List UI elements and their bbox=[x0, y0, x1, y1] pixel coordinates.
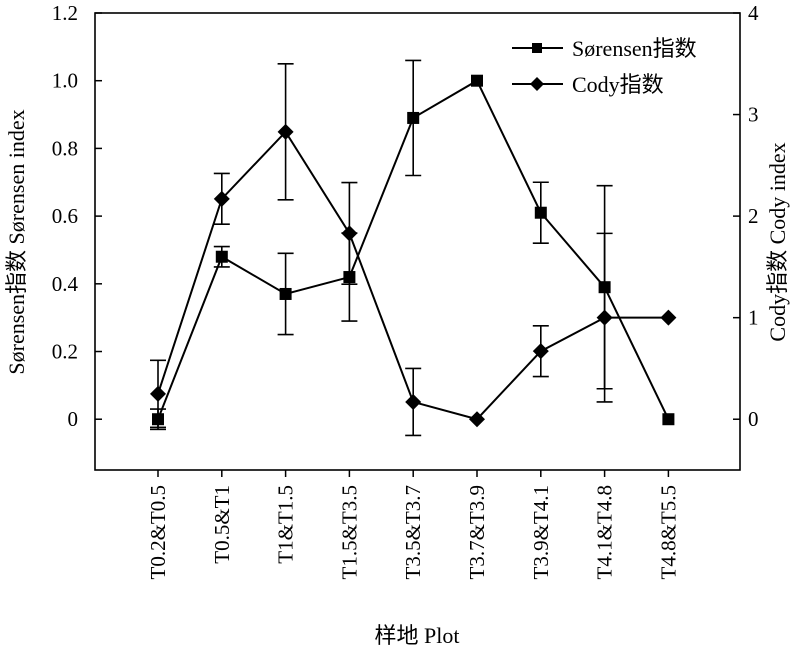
left-tick-label: 0 bbox=[68, 407, 79, 431]
x-axis-label: 样地 Plot bbox=[375, 623, 460, 648]
x-tick-label: T1&T1.5 bbox=[274, 485, 298, 564]
x-tick-label: T1.5&T3.5 bbox=[337, 485, 361, 580]
point-cody bbox=[532, 343, 549, 360]
x-tick-label: T3.9&T4.1 bbox=[529, 485, 553, 580]
left-axis: 0 0.2 0.4 0.6 0.8 1.0 1.2 bbox=[52, 1, 102, 431]
right-axis-label: Cody指数 Cody index bbox=[765, 142, 790, 341]
legend-marker-diamond bbox=[530, 77, 544, 91]
right-tick-label: 1 bbox=[748, 306, 759, 330]
point-sorensen bbox=[407, 111, 420, 124]
right-tick-label: 4 bbox=[748, 1, 759, 25]
point-cody bbox=[660, 309, 677, 326]
legend: Sørensen指数 Cody指数 bbox=[512, 36, 697, 97]
point-sorensen bbox=[215, 250, 228, 263]
x-axis: T0.2&T0.5 T0.5&T1 T1&T1.5 T1.5&T3.5 T3.5&T3.… bbox=[146, 470, 680, 580]
series-layer bbox=[150, 59, 677, 437]
x-tick-label: T0.5&T1 bbox=[210, 485, 234, 564]
left-tick-label: 1.2 bbox=[52, 1, 78, 25]
right-tick-label: 0 bbox=[748, 407, 759, 431]
left-tick-label: 1.0 bbox=[52, 69, 78, 93]
x-tick-label: T3.5&T3.7 bbox=[401, 485, 425, 580]
point-sorensen bbox=[662, 413, 675, 426]
point-cody bbox=[405, 393, 422, 410]
legend-marker-square bbox=[532, 43, 542, 53]
point-cody bbox=[213, 190, 230, 207]
left-tick-label: 0.6 bbox=[52, 204, 78, 228]
right-tick-label: 2 bbox=[748, 204, 759, 228]
point-sorensen bbox=[279, 287, 292, 300]
x-tick-label: T4.1&T4.8 bbox=[593, 485, 617, 580]
left-axis-label: Sørensen指数 Sørensen index bbox=[4, 109, 29, 374]
legend-label-cody: Cody指数 bbox=[572, 72, 664, 97]
x-tick-label: T4.8&T5.5 bbox=[656, 485, 680, 580]
point-cody bbox=[469, 411, 485, 428]
x-tick-label: T0.2&T0.5 bbox=[146, 485, 170, 580]
left-tick-label: 0.4 bbox=[52, 272, 79, 296]
point-cody bbox=[150, 385, 166, 402]
legend-label-sorensen: Sørensen指数 bbox=[572, 36, 697, 61]
point-cody bbox=[341, 225, 358, 242]
left-tick-label: 0.2 bbox=[52, 340, 78, 364]
point-cody bbox=[596, 309, 613, 326]
right-tick-label: 3 bbox=[748, 103, 759, 127]
x-tick-label: T3.7&T3.9 bbox=[465, 485, 489, 580]
plot-frame bbox=[94, 12, 741, 471]
left-tick-label: 0.8 bbox=[52, 136, 78, 160]
point-sorensen bbox=[471, 74, 483, 87]
point-cody bbox=[277, 123, 294, 140]
right-axis: 0 1 2 3 4 bbox=[733, 1, 759, 431]
point-sorensen bbox=[534, 206, 547, 219]
